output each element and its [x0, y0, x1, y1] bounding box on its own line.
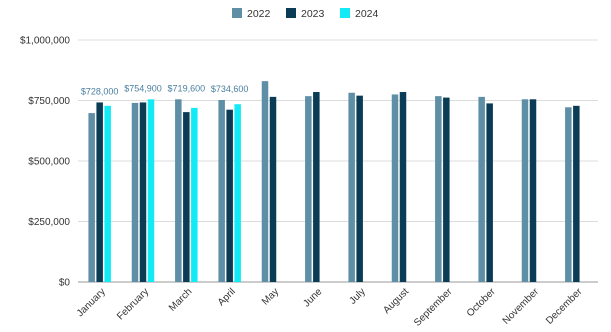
bar-2023-december	[573, 105, 580, 282]
bar-2023-june	[313, 92, 320, 282]
y-axis-ticks: $0 $250,000 $500,000 $750,000 $1,000,000	[20, 36, 70, 289]
data-labels: $728,000 $754,900 $719,600 $734,600	[81, 83, 249, 96]
bar-2023-may	[269, 96, 277, 283]
bar-2022-february	[131, 102, 139, 282]
bar-2024-february	[147, 99, 155, 282]
bar-2023-october	[486, 103, 493, 283]
bar-2023-august	[399, 92, 407, 282]
bar-2022-november	[521, 99, 529, 282]
bar-2022-july	[348, 92, 355, 282]
data-label-february: $754,900	[124, 83, 162, 93]
data-label-january: $728,000	[81, 86, 119, 96]
bar-2023-july	[356, 95, 363, 282]
y-tick-label: $500,000	[28, 157, 70, 168]
bar-2023-november	[529, 99, 537, 282]
y-tick-label: $250,000	[28, 217, 70, 228]
bar-2023-september	[443, 97, 450, 282]
x-tick-label: February	[115, 286, 151, 322]
y-tick-label: $0	[59, 278, 71, 289]
bar-2024-march	[191, 107, 198, 282]
x-tick-label: April	[216, 286, 238, 308]
x-tick-label: March	[167, 286, 194, 313]
legend-label-2024: 2024	[355, 8, 379, 20]
x-tick-label: July	[347, 286, 367, 306]
legend: 2022 2023 2024	[232, 8, 379, 20]
bar-2022-march	[175, 99, 182, 282]
bar-2022-may	[261, 81, 269, 282]
bar-2023-february	[139, 102, 147, 282]
x-tick-label: December	[544, 286, 585, 327]
y-tick-label: $750,000	[28, 96, 70, 107]
bar-2022-september	[435, 96, 442, 282]
bars	[88, 81, 580, 283]
legend-swatch-2024	[340, 8, 350, 18]
y-tick-label: $1,000,000	[20, 36, 70, 47]
legend-label-2022: 2022	[247, 8, 271, 20]
legend-label-2023: 2023	[301, 8, 325, 20]
x-tick-label: August	[381, 286, 411, 316]
bar-2024-april	[234, 104, 241, 282]
bar-2023-march	[183, 112, 190, 282]
data-label-april: $734,600	[211, 84, 249, 94]
x-axis-ticks: January February March April May June July Augu…	[75, 286, 585, 329]
data-label-march: $719,600	[168, 83, 206, 93]
bar-2022-august	[391, 94, 399, 282]
bar-2022-january	[88, 113, 95, 282]
bar-2022-april	[218, 100, 225, 283]
x-tick-label: September	[412, 286, 455, 329]
x-tick-label: May	[260, 286, 281, 307]
x-tick-label: November	[501, 286, 542, 327]
bar-2022-june	[305, 96, 312, 282]
bar-2023-april	[226, 109, 233, 282]
gridlines	[78, 39, 598, 283]
legend-swatch-2022	[232, 8, 242, 18]
x-tick-label: October	[465, 286, 498, 319]
bar-2022-october	[478, 96, 485, 283]
legend-swatch-2023	[286, 8, 296, 18]
bar-2023-january	[96, 102, 103, 282]
bar-2024-january	[104, 105, 111, 282]
bar-2022-december	[565, 107, 572, 282]
x-tick-label: January	[75, 286, 108, 319]
x-tick-label: June	[301, 286, 324, 309]
